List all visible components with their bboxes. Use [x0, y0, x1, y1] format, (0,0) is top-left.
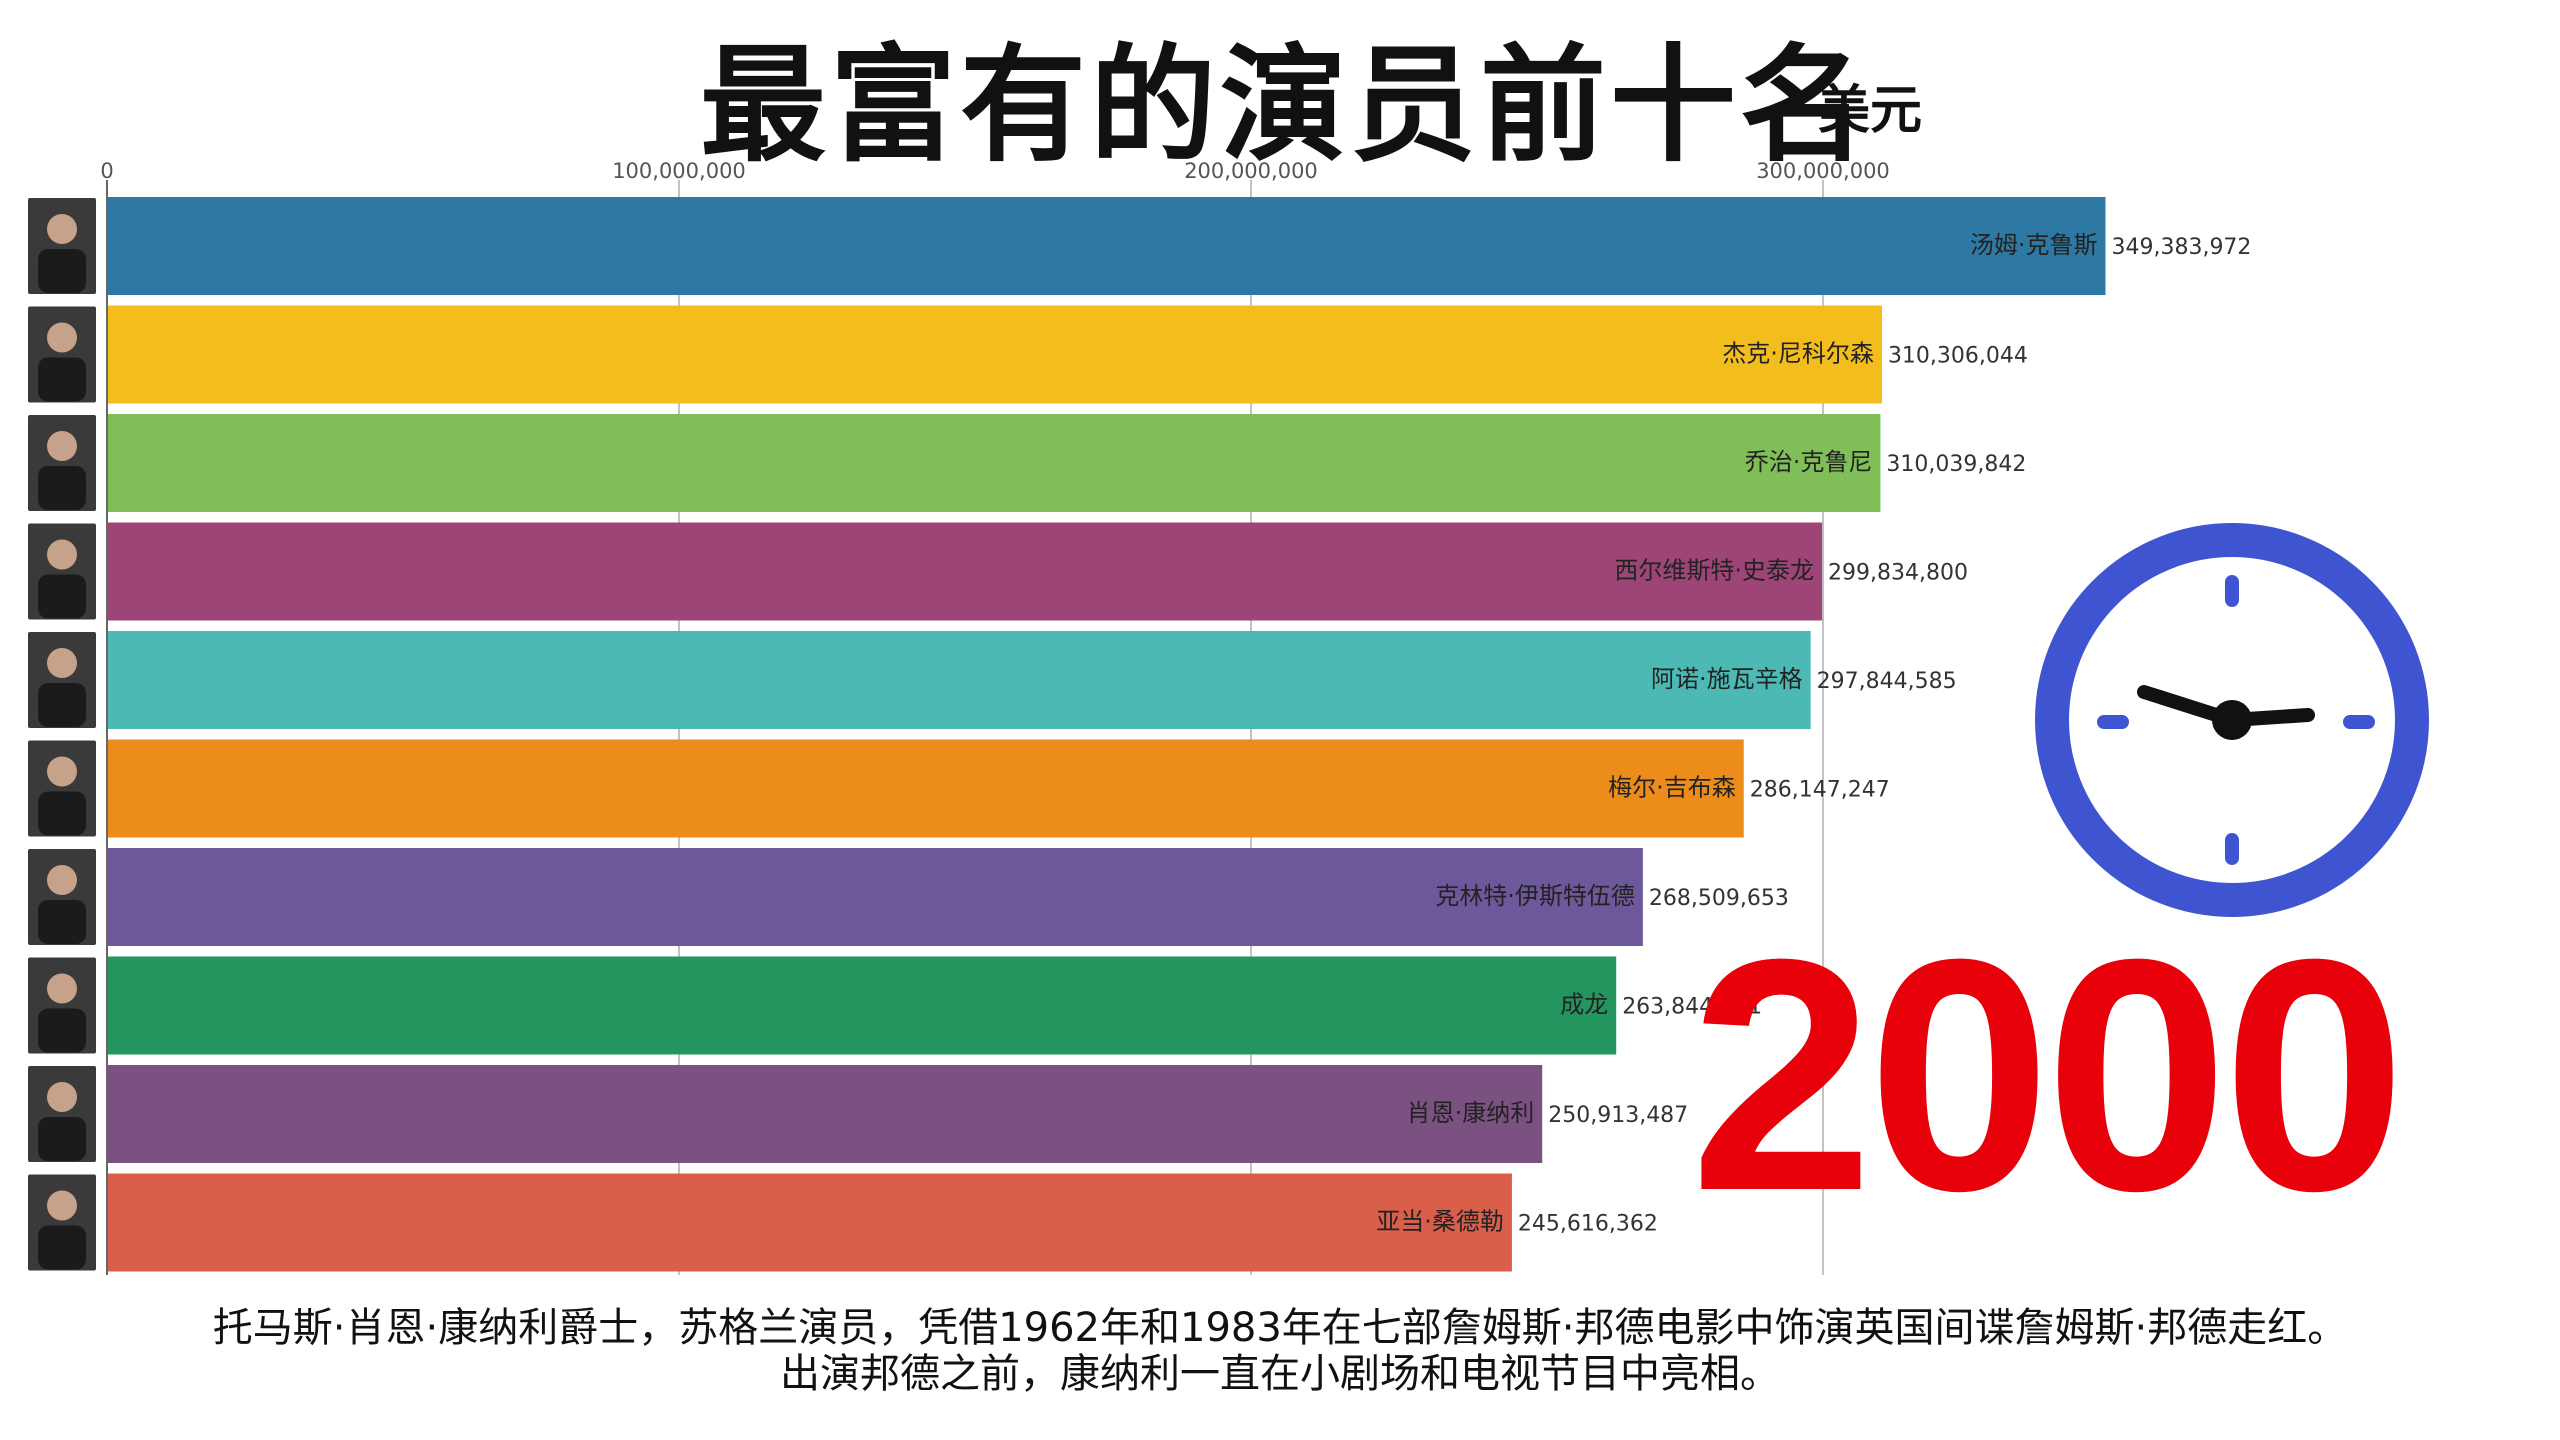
bar-name-label: 成龙 [1560, 991, 1608, 1019]
actor-photo-face [47, 214, 77, 244]
actor-photo-face [47, 431, 77, 461]
bar [107, 1173, 1512, 1272]
actor-photo-body [38, 466, 86, 510]
actor-photo-face [47, 973, 77, 1004]
bar [107, 197, 2106, 295]
bar-value-label: 297,844,585 [1817, 669, 1957, 694]
bar-value-label: 299,834,800 [1828, 561, 1968, 586]
actor-photo-face [47, 1190, 77, 1221]
title-area: 最富有的演员前十名 美元 [0, 0, 2560, 179]
bar-name-label: 杰克·尼科尔森 [1722, 340, 1874, 368]
bar-value-label: 349,383,972 [2111, 235, 2251, 260]
bar-name-label: 西尔维斯特·史泰龙 [1614, 557, 1814, 585]
actor-photo-body [38, 1225, 86, 1270]
actor-photo-body [38, 249, 86, 293]
bar [107, 848, 1643, 946]
caption: 托马斯·肖恩·康纳利爵士，苏格兰演员，凭借1962年和1983年在七部詹姆斯·邦… [0, 1305, 2560, 1397]
bar [107, 522, 1823, 621]
bar-name-label: 乔治·克鲁尼 [1745, 448, 1873, 476]
unit-label: 美元 [1818, 81, 1923, 141]
bar [107, 739, 1744, 838]
year-counter: 2000 [1690, 890, 2406, 1259]
bar-value-label: 245,616,362 [1518, 1212, 1658, 1237]
bar [107, 414, 1881, 512]
bar-name-label: 克林特·伊斯特伍德 [1435, 882, 1635, 910]
actor-photo-face [47, 1082, 77, 1112]
actor-photo-body [38, 683, 86, 727]
bar-value-label: 310,039,842 [1886, 452, 2026, 477]
actor-photo-face [47, 539, 77, 570]
bar-chart: 0 100,000,000 200,000,000 300,000,000 汤姆·克鲁斯… [28, 159, 2251, 1275]
caption-line-1: 托马斯·肖恩·康纳利爵士，苏格兰演员，凭借1962年和1983年在七部詹姆斯·邦… [212, 1305, 2348, 1351]
bar-name-label: 肖恩·康纳利 [1407, 1099, 1535, 1127]
bar-value-label: 286,147,247 [1750, 778, 1890, 803]
bar-name-label: 梅尔·吉布森 [1608, 774, 1736, 802]
clock-icon [2035, 523, 2429, 917]
bar-value-label: 310,306,044 [1888, 344, 2028, 369]
bar-name-label: 亚当·桑德勒 [1376, 1208, 1504, 1236]
actor-photo-body [38, 357, 86, 402]
bar [107, 631, 1811, 729]
actor-photo-face [47, 756, 77, 787]
actor-photo-body [38, 1117, 86, 1161]
actor-photo-body [38, 791, 86, 836]
x-tick-label: 0 [100, 159, 113, 183]
x-tick-label: 300,000,000 [1756, 159, 1890, 183]
bar-value-label: 268,509,653 [1649, 886, 1789, 911]
caption-line-2: 出演邦德之前，康纳利一直在小剧场和电视节目中亮相。 [780, 1351, 1780, 1397]
actor-photo-face [47, 865, 77, 895]
bar [107, 956, 1617, 1055]
bar-name-label: 汤姆·克鲁斯 [1970, 231, 2098, 259]
actor-photo-body [38, 574, 86, 619]
bar [107, 305, 1882, 404]
chart-title: 最富有的演员前十名 [700, 32, 1870, 179]
actor-photo-body [38, 1008, 86, 1053]
bar-value-label: 250,913,487 [1548, 1103, 1688, 1128]
actor-photo-body [38, 900, 86, 944]
actor-photo-face [47, 648, 77, 678]
x-tick-label: 100,000,000 [612, 159, 746, 183]
x-tick-label: 200,000,000 [1184, 159, 1318, 183]
bar-name-label: 阿诺·施瓦辛格 [1651, 665, 1803, 693]
bar [107, 1065, 1543, 1163]
bar-value-label: 263,844,531 [1622, 995, 1762, 1020]
actor-photo-face [47, 322, 77, 353]
